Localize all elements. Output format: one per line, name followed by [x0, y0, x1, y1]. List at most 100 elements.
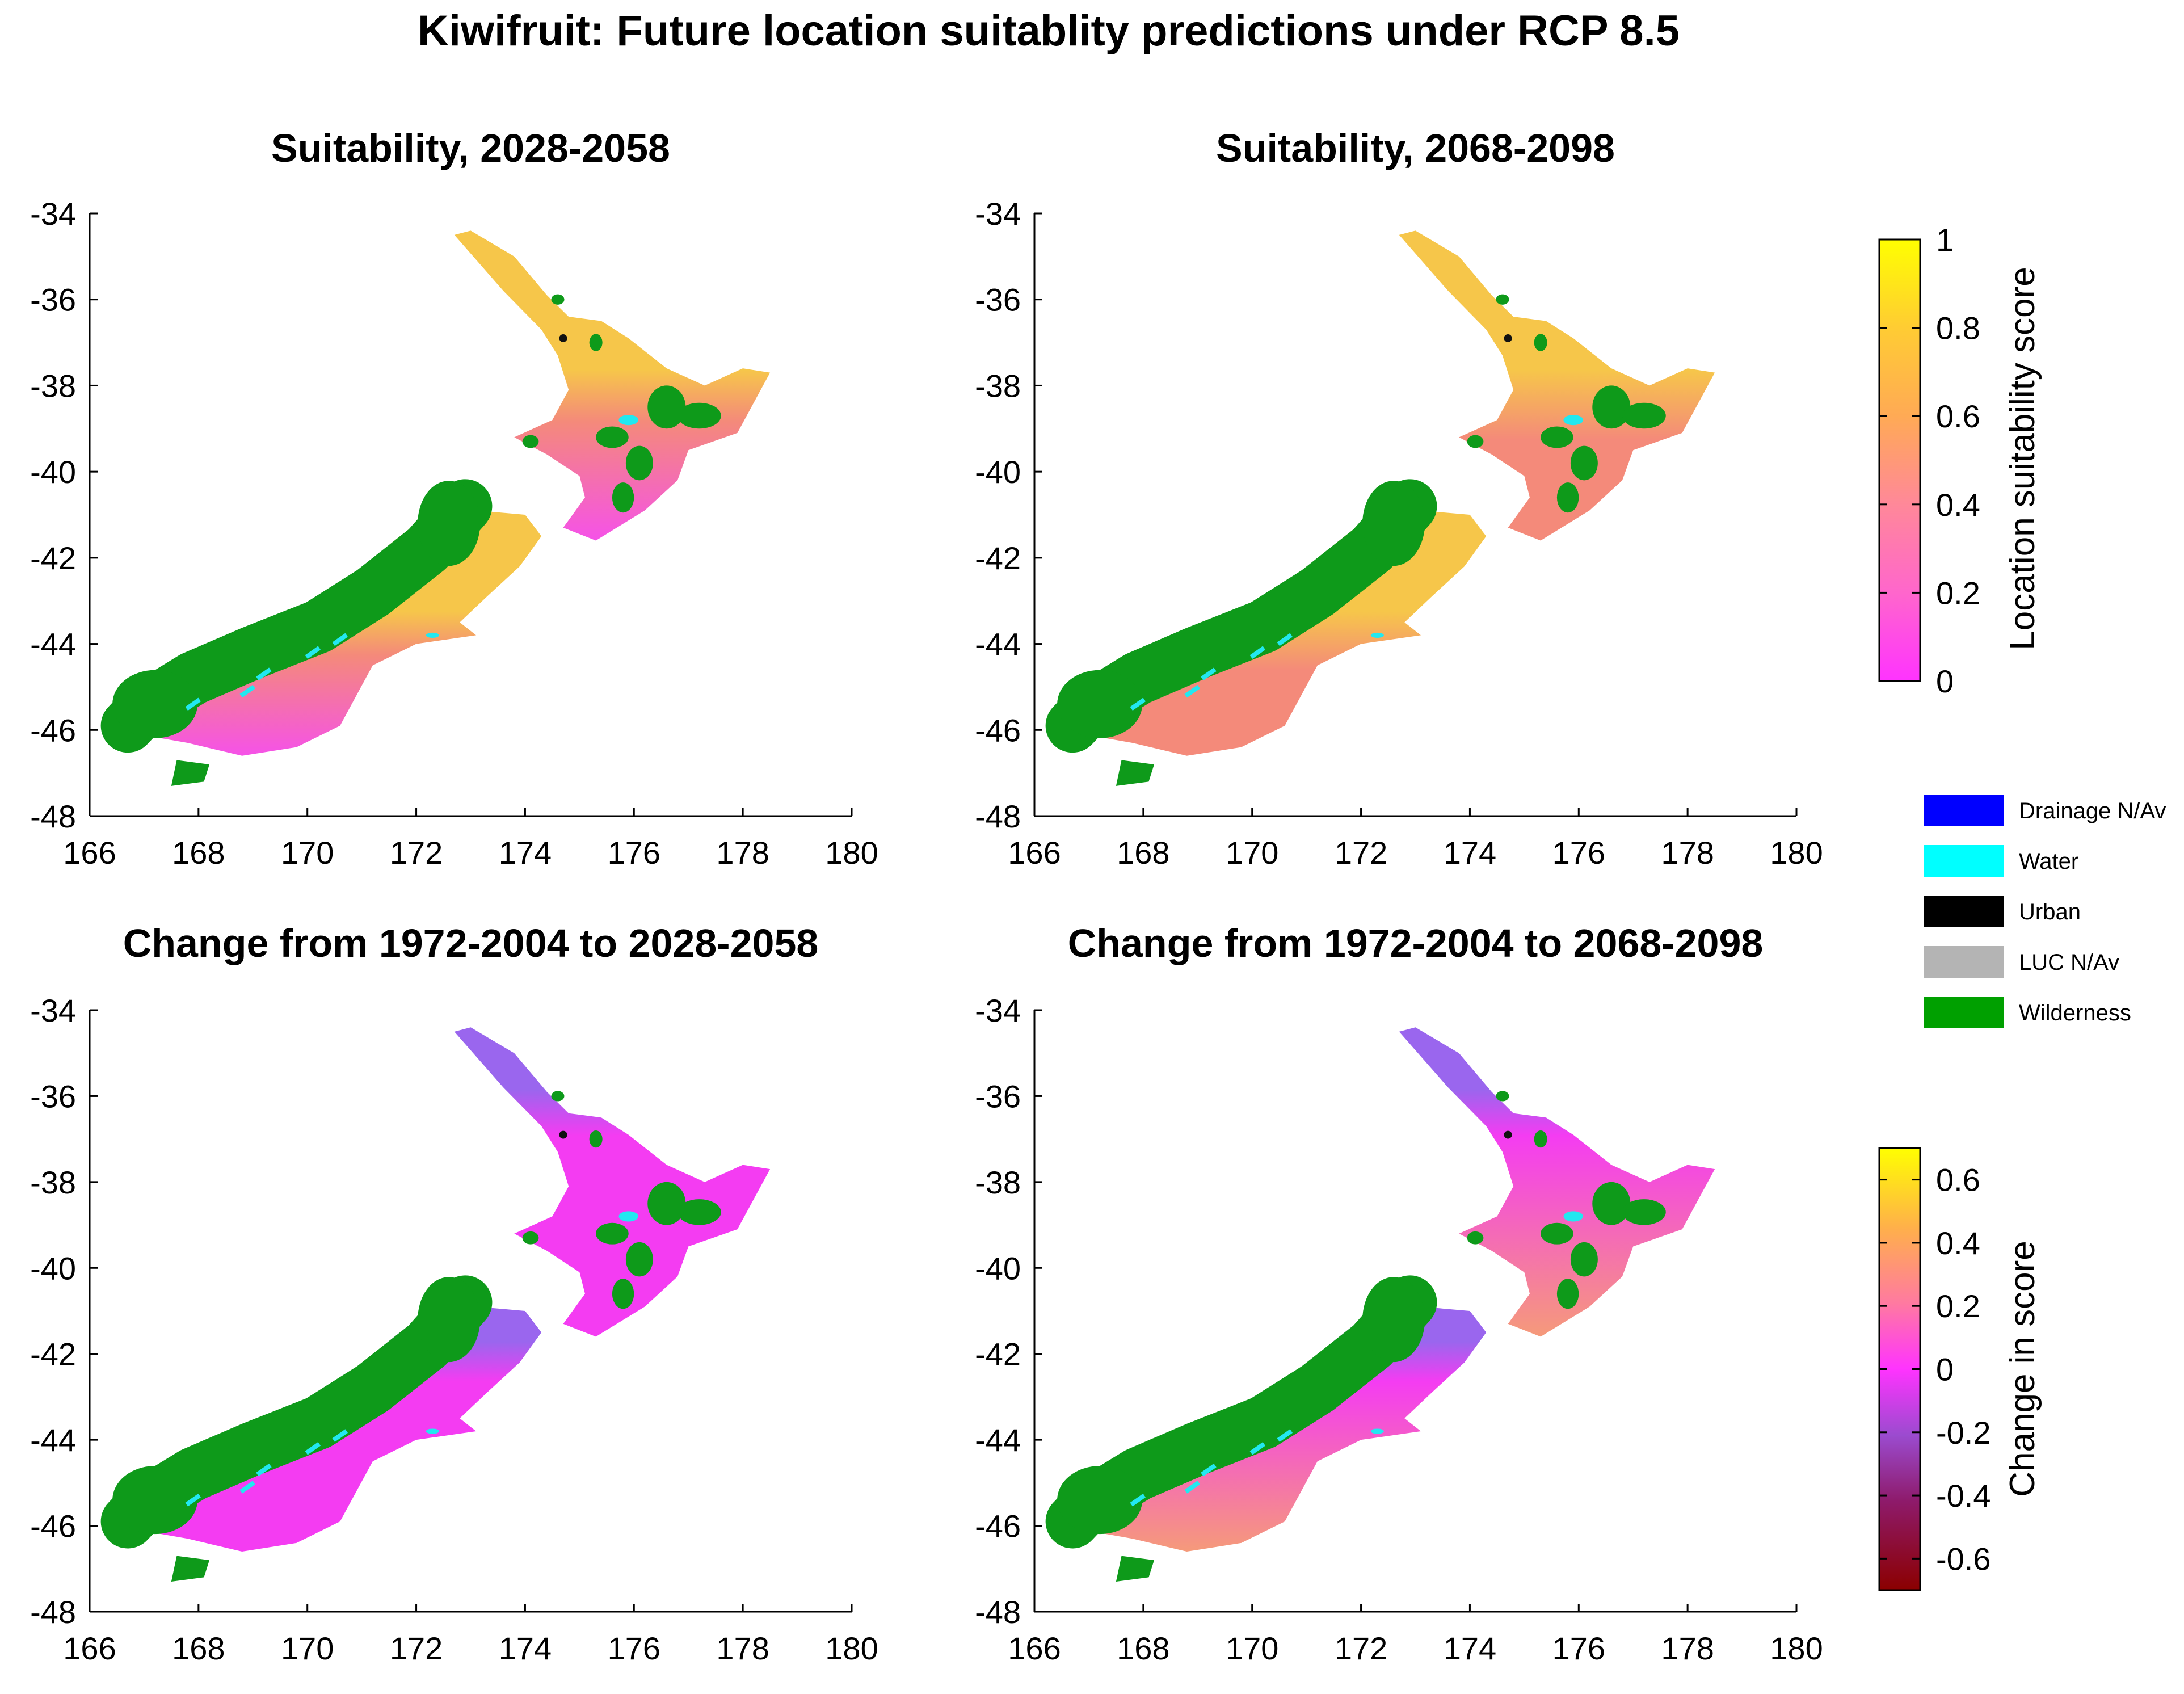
x-tick-label: 176 [608, 1630, 660, 1666]
x-tick-label: 168 [172, 1630, 225, 1666]
wilderness-region [677, 402, 721, 429]
colorbar-tick-label: 1 [1936, 222, 1954, 258]
colorbar-tick-label: 0.2 [1936, 1288, 1980, 1324]
panel-title: Change from 1972-2004 to 2028-2058 [123, 921, 819, 965]
nz-map [1045, 230, 1715, 786]
y-tick-label: -42 [975, 1336, 1021, 1372]
lake [239, 684, 255, 698]
x-tick-label: 170 [1226, 1630, 1278, 1666]
figure-title: Kiwifruit: Future location suitablity pr… [418, 7, 1680, 55]
lake [305, 1441, 321, 1455]
lake [256, 667, 272, 680]
suitability-colorbar: 1 0.8 0.6 0.4 0.2 0 Location suitability scor… [1878, 222, 2042, 699]
lake [618, 1211, 638, 1222]
y-tick-label: -36 [975, 1078, 1021, 1114]
colorbar-tick-label: 0.8 [1936, 310, 1980, 346]
y-tick-label: -44 [30, 1422, 76, 1458]
legend-swatch [1924, 845, 2004, 877]
map-panel: Change from 1972-2004 to 2028-2058 -34 -36… [30, 921, 878, 1666]
x-tick-label: 168 [1117, 835, 1169, 871]
wilderness-region [1467, 435, 1484, 448]
panel-title: Change from 1972-2004 to 2068-2098 [1068, 921, 1764, 965]
wilderness-region [612, 1279, 634, 1309]
wilderness-region [1534, 334, 1547, 351]
wilderness-region [1541, 426, 1573, 448]
colorbar-tick-label: -0.2 [1936, 1415, 1991, 1451]
y-tick-label: -36 [30, 282, 76, 318]
x-tick-label: 168 [1117, 1630, 1169, 1666]
colorbar-tick-label: 0.4 [1936, 1225, 1980, 1261]
wilderness-region [1467, 1231, 1484, 1245]
y-tick-label: -40 [975, 454, 1021, 490]
legend-swatch [1924, 997, 2004, 1028]
legend-label: Water [2019, 849, 2078, 874]
map-panel: Suitability, 2028-2058 -34 -36 -38 -40 -42 -44… [30, 126, 878, 871]
y-tick-label: -38 [975, 368, 1021, 403]
lake [1184, 1481, 1200, 1494]
x-tick-label: 172 [390, 1630, 443, 1666]
wilderness-region [1556, 482, 1579, 513]
urban-area [1504, 334, 1512, 342]
y-tick-label: -44 [30, 627, 76, 662]
legend-item: Wilderness [1924, 997, 2131, 1028]
x-tick-label: 176 [1552, 835, 1605, 871]
x-tick-label: 166 [1008, 835, 1061, 871]
x-tick-label: 172 [390, 835, 443, 871]
x-tick-label: 178 [1661, 1630, 1714, 1666]
y-tick-label: -36 [975, 282, 1021, 318]
x-tick-label: 172 [1335, 835, 1387, 871]
y-tick-label: -48 [30, 1594, 76, 1630]
lake [185, 1493, 201, 1507]
x-tick-label: 176 [1552, 1630, 1605, 1666]
change-colorbar-ticks: 0.6 0.4 0.2 0 -0.2 -0.4 -0.6 [1879, 1162, 1991, 1577]
wilderness-region [1622, 402, 1666, 429]
lake [1563, 1211, 1583, 1222]
wilderness-region [589, 334, 603, 351]
wilderness-region [1534, 1130, 1547, 1148]
lake [332, 1429, 348, 1442]
x-tick-label: 172 [1335, 1630, 1387, 1666]
lake [239, 1481, 255, 1494]
lake [1277, 1429, 1293, 1442]
urban-area [1504, 1130, 1512, 1139]
wilderness-region [522, 1231, 539, 1245]
north-island [1399, 1027, 1715, 1337]
lake [1130, 1493, 1146, 1507]
lake [1130, 697, 1146, 711]
wilderness-region [1362, 1277, 1425, 1363]
x-tick-label: 166 [63, 835, 116, 871]
lake [185, 697, 201, 711]
y-tick-label: -38 [975, 1165, 1021, 1200]
wilderness-region [1570, 1242, 1598, 1277]
x-tick-label: 178 [1661, 835, 1714, 871]
lake [1201, 667, 1217, 680]
x-tick-label: 166 [63, 1630, 116, 1666]
legend-label: LUC N/Av [2019, 950, 2119, 975]
wilderness-region [1057, 670, 1143, 738]
change-colorbar: 0.6 0.4 0.2 0 -0.2 -0.4 -0.6 Change in score [1878, 1147, 2042, 1591]
suitability-colorbar-label: Location suitability score [2003, 267, 2042, 650]
legend-swatch [1924, 795, 2004, 826]
wilderness-region [596, 1222, 629, 1245]
lake [256, 1463, 272, 1477]
lake [1370, 632, 1384, 638]
wilderness-region [625, 445, 653, 481]
y-tick-label: -48 [975, 1594, 1021, 1630]
y-tick-label: -34 [975, 993, 1021, 1028]
lake [426, 632, 439, 638]
stewart-island [1116, 760, 1155, 786]
y-tick-label: -40 [30, 454, 76, 490]
panel-title: Suitability, 2068-2098 [1216, 126, 1615, 170]
wilderness-region [596, 426, 629, 448]
wilderness-region [1592, 1182, 1631, 1225]
wilderness-region [1592, 385, 1631, 429]
y-tick-label: -46 [975, 1508, 1021, 1544]
x-tick-label: 174 [499, 1630, 552, 1666]
lake [332, 633, 348, 646]
lake [1563, 415, 1583, 426]
wilderness-region [522, 435, 539, 448]
y-tick-label: -42 [975, 540, 1021, 576]
lake [1184, 684, 1200, 698]
